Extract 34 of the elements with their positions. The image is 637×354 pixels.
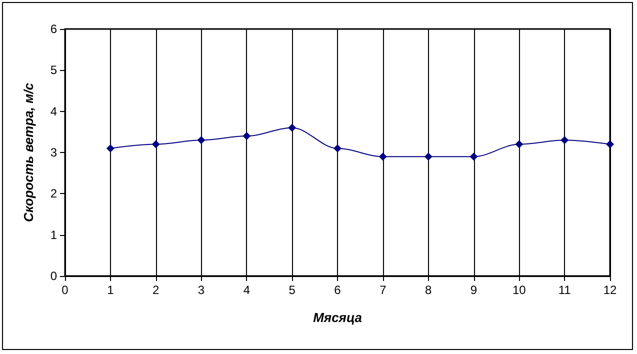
point — [470, 152, 478, 161]
point — [515, 140, 524, 148]
x-tick-label: 12 — [603, 283, 617, 297]
x-tick-label: 7 — [380, 283, 387, 297]
y-tick-label: 2 — [50, 186, 58, 201]
point — [152, 140, 160, 148]
x-tick-label: 3 — [198, 283, 205, 297]
x-tick-label: 5 — [288, 283, 296, 297]
point — [242, 132, 251, 140]
x-tick-label: 4 — [243, 283, 250, 297]
x-tick-label: 11 — [558, 283, 572, 297]
y-tick-label: 4 — [50, 104, 58, 118]
point — [560, 136, 569, 144]
x-tick-label: 0 — [62, 283, 69, 297]
x-axis-title: Мясяца — [313, 310, 362, 325]
y-axis-title: Скорость ветра, м/с — [21, 82, 36, 222]
y-tick-label: 0 — [50, 269, 58, 283]
y-tick-label: 3 — [50, 146, 58, 160]
point — [378, 152, 387, 161]
x-tick-label: 9 — [470, 283, 478, 297]
point — [197, 136, 206, 144]
point — [424, 152, 432, 161]
point — [334, 144, 342, 152]
point — [606, 140, 614, 148]
point — [288, 124, 296, 132]
x-tick-label: 2 — [152, 283, 160, 297]
x-tick-label: 6 — [334, 283, 342, 297]
y-tick-label: 6 — [50, 22, 58, 36]
x-tick-label: 8 — [424, 283, 432, 297]
x-tick-label: 1 — [107, 283, 114, 297]
point — [106, 144, 114, 152]
y-tick-label: 1 — [50, 228, 58, 242]
x-tick-label: 10 — [512, 283, 526, 297]
y-tick-label: 5 — [50, 63, 58, 78]
